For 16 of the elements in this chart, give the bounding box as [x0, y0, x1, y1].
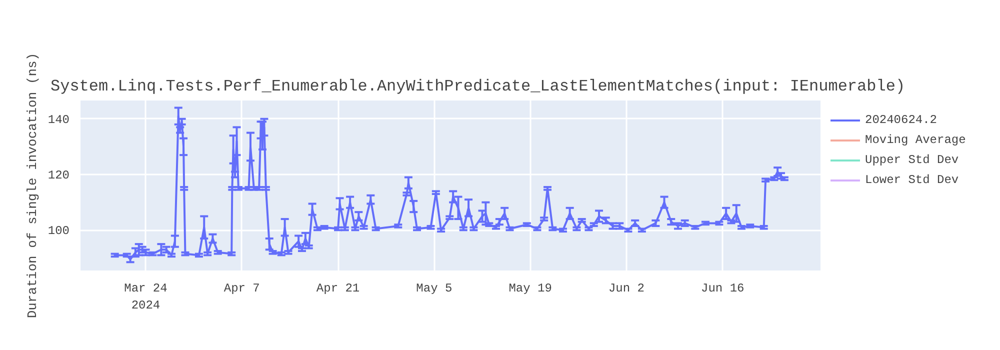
- x-tick-label: Mar 24 2024: [124, 282, 168, 312]
- legend-label: Upper Std Dev: [865, 153, 959, 167]
- x-tick-label: Apr 7: [224, 282, 260, 296]
- y-tick-label: 100: [48, 224, 70, 238]
- x-tick-label: Jun 16: [701, 282, 744, 296]
- chart-title: System.Linq.Tests.Perf_Enumerable.AnyWithPredicate_LastElementMatches(input: IEnumerable): [50, 78, 906, 96]
- legend-label: Lower Std Dev: [865, 173, 959, 187]
- y-tick-label: 140: [48, 112, 70, 127]
- x-tick-label: May 19: [508, 282, 552, 296]
- y-tick-label: 120: [48, 168, 70, 183]
- legend-label: Moving Average: [865, 133, 966, 147]
- legend-label: 20240624.2: [865, 113, 938, 127]
- y-axis-title: Duration of single invocation (ns): [24, 52, 40, 318]
- x-tick-label: Apr 21: [316, 282, 360, 296]
- x-tick-label: Jun 2: [608, 282, 644, 296]
- x-tick-label: May 5: [416, 282, 452, 296]
